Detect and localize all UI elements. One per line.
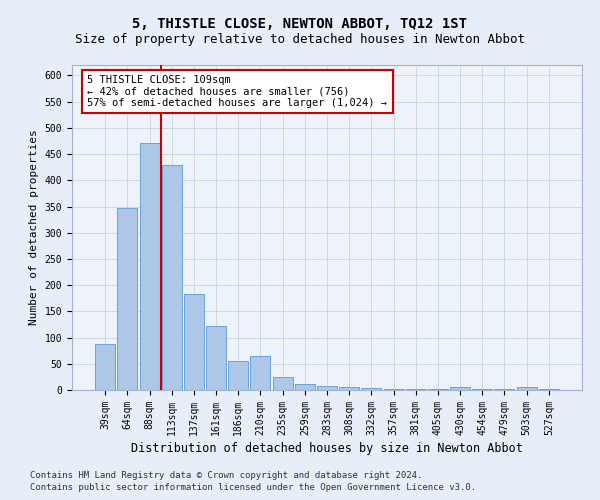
Bar bbox=[517, 388, 536, 390]
Bar bbox=[383, 389, 404, 390]
Bar bbox=[118, 208, 137, 390]
Y-axis label: Number of detached properties: Number of detached properties bbox=[29, 130, 39, 326]
Bar bbox=[140, 142, 160, 390]
Bar bbox=[250, 356, 271, 390]
Bar bbox=[184, 294, 204, 390]
Text: Contains HM Land Registry data © Crown copyright and database right 2024.: Contains HM Land Registry data © Crown c… bbox=[30, 470, 422, 480]
Bar bbox=[450, 388, 470, 390]
Bar bbox=[295, 384, 315, 390]
Text: 5, THISTLE CLOSE, NEWTON ABBOT, TQ12 1ST: 5, THISTLE CLOSE, NEWTON ABBOT, TQ12 1ST bbox=[133, 18, 467, 32]
Bar bbox=[317, 386, 337, 390]
Bar bbox=[339, 388, 359, 390]
Text: Size of property relative to detached houses in Newton Abbot: Size of property relative to detached ho… bbox=[75, 32, 525, 46]
Bar bbox=[95, 344, 115, 390]
Bar bbox=[228, 361, 248, 390]
Bar bbox=[206, 326, 226, 390]
Bar bbox=[162, 164, 182, 390]
Text: Contains public sector information licensed under the Open Government Licence v3: Contains public sector information licen… bbox=[30, 483, 476, 492]
Bar bbox=[272, 377, 293, 390]
Text: 5 THISTLE CLOSE: 109sqm
← 42% of detached houses are smaller (756)
57% of semi-d: 5 THISTLE CLOSE: 109sqm ← 42% of detache… bbox=[88, 74, 388, 108]
Bar bbox=[361, 388, 382, 390]
X-axis label: Distribution of detached houses by size in Newton Abbot: Distribution of detached houses by size … bbox=[131, 442, 523, 455]
